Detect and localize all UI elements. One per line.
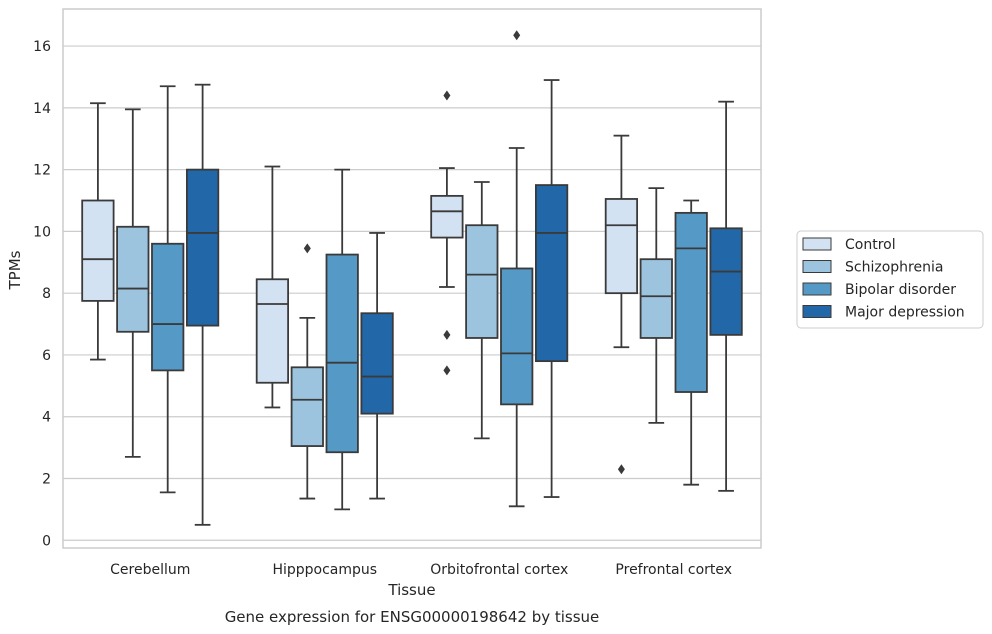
legend-swatch (802, 260, 832, 273)
x-tick-label: Orbitofrontal cortex (430, 562, 568, 578)
y-tick-label: 14 (33, 101, 51, 117)
box-iqr (81, 199, 115, 302)
box-iqr (500, 267, 534, 406)
box-3-0 (604, 134, 639, 475)
box-2-2 (500, 30, 534, 508)
box-2-1 (465, 181, 499, 440)
x-tick-labels: Cerebellum Hipppocampus Orbitofrontal cort… (110, 562, 732, 578)
legend-frame (796, 230, 984, 329)
box-0-1 (116, 108, 150, 458)
box-series (81, 30, 743, 526)
outlier-point (303, 243, 311, 254)
x-tick-label: Prefrontal cortex (615, 562, 732, 578)
y-tick-label: 0 (42, 533, 51, 549)
box-0-0 (81, 102, 115, 361)
chart-caption: Gene expression for ENSG00000198642 by t… (225, 608, 600, 626)
y-axis-label: TPMs (6, 250, 24, 290)
y-tick-label: 2 (42, 472, 51, 488)
box-2-3 (534, 79, 569, 498)
box-0-3 (185, 83, 220, 526)
box-iqr (255, 278, 290, 384)
box-iqr (185, 168, 220, 327)
legend-entry: Bipolar disorder (845, 282, 956, 298)
y-tick-label: 16 (33, 39, 51, 55)
box-iqr (290, 366, 324, 447)
box-iqr (465, 224, 499, 339)
y-tick-label: 4 (42, 410, 51, 426)
y-tick-label: 8 (42, 286, 51, 302)
box-3-3 (709, 100, 743, 492)
box-1-3 (360, 232, 394, 500)
y-tick-labels: 0 2 4 6 8 10 12 14 16 (33, 39, 51, 549)
box-1-1 (290, 243, 324, 500)
y-tick-label: 12 (33, 163, 51, 179)
box-2-0 (430, 90, 464, 376)
box-iqr (151, 242, 185, 372)
legend-items: Control Schizophrenia Bipolar disorder Majo… (802, 237, 965, 321)
y-tick-label: 6 (42, 348, 51, 364)
box-iqr (534, 184, 569, 363)
box-3-2 (674, 199, 708, 486)
legend: Control Schizophrenia Bipolar disorder Majo… (796, 230, 984, 329)
legend-entry: Schizophrenia (845, 260, 943, 276)
box-iqr (709, 227, 743, 336)
box-iqr (604, 198, 639, 295)
outlier-point (443, 90, 451, 101)
box-1-2 (325, 168, 359, 511)
box-1-0 (255, 165, 290, 409)
x-tick-label: Cerebellum (110, 562, 190, 578)
legend-swatch (802, 282, 832, 296)
plot-frame (62, 8, 762, 549)
y-tick-label: 10 (33, 224, 51, 240)
box-iqr (639, 258, 673, 339)
x-axis-label: Tissue (387, 581, 435, 599)
x-tick-label: Hipppocampus (272, 562, 377, 578)
box-3-1 (639, 187, 673, 424)
box-iqr (430, 194, 464, 239)
outlier-point (443, 365, 451, 376)
outlier-point (443, 329, 451, 340)
legend-swatch (802, 237, 832, 251)
box-iqr (325, 253, 359, 454)
box-iqr (360, 312, 394, 415)
box-iqr (674, 211, 708, 393)
outlier-point (617, 464, 625, 475)
legend-entry: Control (845, 237, 896, 253)
legend-entry: Major depression (845, 305, 965, 321)
outlier-point (513, 30, 521, 41)
box-iqr (116, 225, 150, 333)
box-0-2 (151, 85, 185, 494)
legend-swatch (802, 305, 832, 318)
